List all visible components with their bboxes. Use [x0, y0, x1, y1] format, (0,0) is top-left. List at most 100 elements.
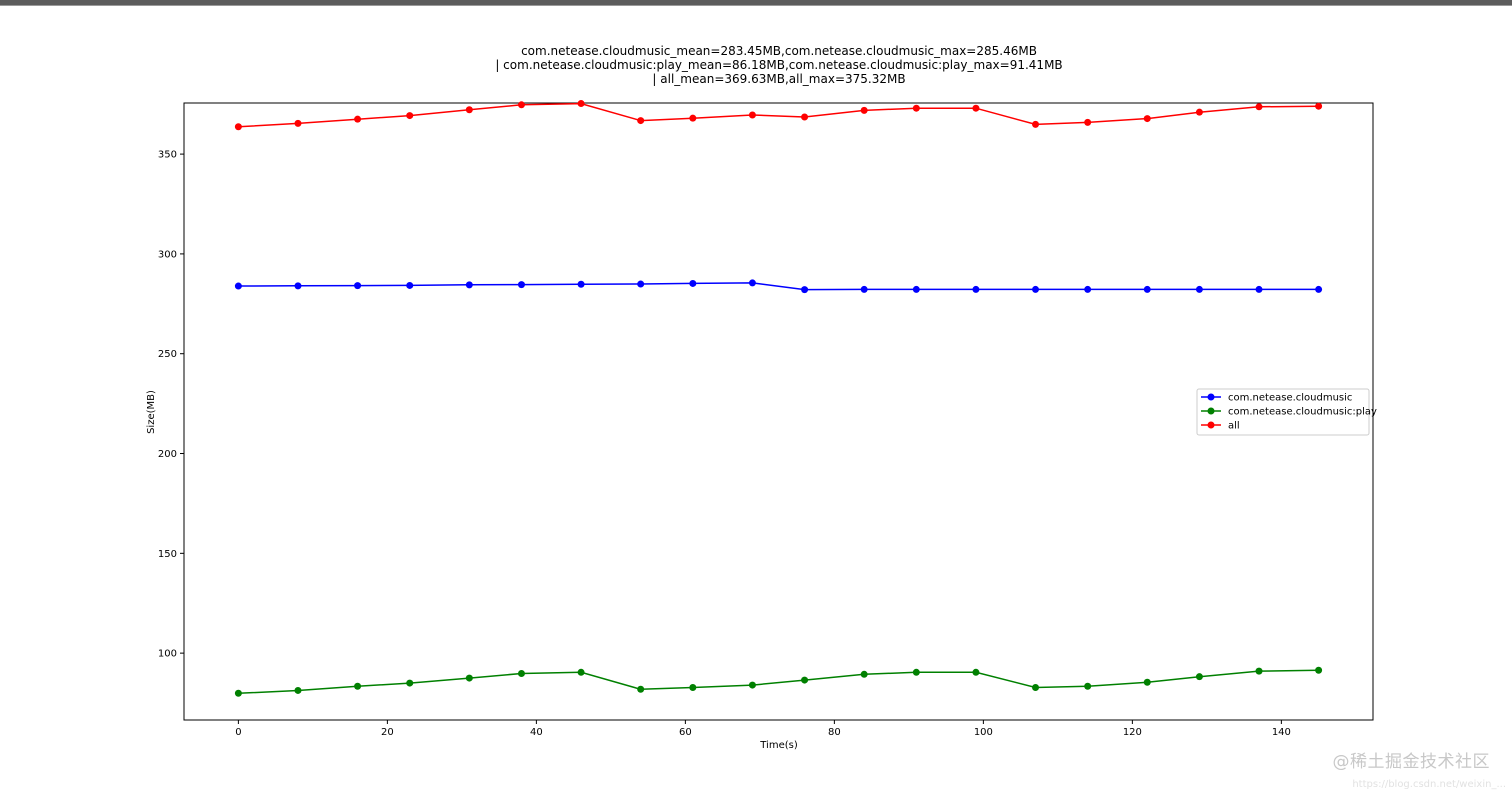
data-point	[1084, 285, 1092, 293]
data-point	[912, 285, 920, 293]
data-point	[294, 119, 302, 127]
watermark-url: https://blog.csdn.net/weixin_...	[1352, 779, 1506, 790]
series-2	[234, 100, 1323, 131]
data-point	[972, 668, 980, 676]
x-tick-label: 100	[974, 727, 993, 738]
data-point	[801, 286, 809, 294]
data-point	[1315, 666, 1323, 674]
data-point	[354, 115, 362, 123]
data-point	[577, 280, 585, 288]
data-point	[801, 113, 809, 121]
legend-label: all	[1228, 421, 1240, 432]
data-point	[234, 689, 242, 697]
plot-area-frame	[183, 102, 1374, 721]
y-tick-label: 250	[158, 349, 177, 360]
legend-box	[1196, 388, 1370, 436]
y-tick-label: 200	[158, 449, 177, 460]
data-point	[294, 686, 302, 694]
y-tick-label: 150	[158, 549, 177, 560]
legend-label: com.netease.cloudmusic	[1228, 393, 1352, 404]
x-tick-label: 140	[1272, 727, 1291, 738]
legend: com.netease.cloudmusic com.netease.cloudm…	[1196, 388, 1377, 436]
watermark-text: @稀土掘金技术社区	[1332, 752, 1490, 772]
legend-label: com.netease.cloudmusic:play	[1228, 407, 1377, 418]
series-line	[238, 102, 1319, 128]
data-point	[689, 279, 697, 287]
data-point	[801, 676, 809, 684]
data-point	[637, 685, 645, 693]
data-point	[234, 123, 242, 131]
data-point	[517, 669, 525, 677]
data-point	[637, 280, 645, 288]
data-point	[689, 683, 697, 691]
data-point	[577, 100, 585, 108]
series-line	[238, 669, 1319, 695]
data-point	[354, 682, 362, 690]
data-point	[354, 282, 362, 290]
x-tick-label: 60	[679, 727, 692, 738]
data-point	[577, 668, 585, 676]
y-tick-label: 300	[158, 249, 177, 260]
x-tick-label: 120	[1123, 727, 1142, 738]
data-point	[1143, 115, 1151, 123]
data-point	[1084, 118, 1092, 126]
data-point	[1255, 285, 1263, 293]
data-point	[689, 114, 697, 122]
legend-swatch-marker	[1207, 421, 1215, 429]
data-point	[517, 281, 525, 289]
data-point	[748, 681, 756, 689]
data-point	[234, 282, 242, 290]
y-tick-label: 350	[158, 150, 177, 161]
legend-swatch-marker	[1207, 393, 1215, 401]
x-axis-ticks: 0 20 40 60 80 100 120 140	[235, 720, 1291, 738]
data-point	[1195, 285, 1203, 293]
y-axis-ticks: 100 150 200 250 300 350	[158, 150, 184, 660]
data-point	[860, 285, 868, 293]
data-point	[1255, 667, 1263, 675]
data-point	[860, 670, 868, 678]
data-point	[1084, 682, 1092, 690]
series-group	[234, 100, 1323, 697]
window-top-bar	[0, 0, 1512, 6]
title-line-2: | com.netease.cloudmusic:play_mean=86.18…	[495, 58, 1062, 72]
data-point	[1032, 120, 1040, 128]
legend-entry: all	[1201, 421, 1240, 432]
title-line-1: com.netease.cloudmusic_mean=283.45MB,com…	[521, 44, 1037, 58]
data-point	[1315, 285, 1323, 293]
series-line	[238, 282, 1319, 291]
data-point	[637, 117, 645, 125]
data-point	[1195, 673, 1203, 681]
data-point	[294, 282, 302, 290]
y-axis-label: Size(MB)	[146, 390, 157, 434]
data-point	[860, 106, 868, 114]
data-point	[1032, 285, 1040, 293]
legend-entry: com.netease.cloudmusic	[1201, 393, 1352, 404]
data-point	[1032, 683, 1040, 691]
data-point	[1143, 678, 1151, 686]
x-tick-label: 40	[530, 727, 543, 738]
data-point	[1143, 285, 1151, 293]
data-point	[912, 104, 920, 112]
data-point	[1255, 103, 1263, 111]
data-point	[1195, 108, 1203, 116]
data-point	[912, 668, 920, 676]
chart-title: com.netease.cloudmusic_mean=283.45MB,com…	[495, 44, 1062, 86]
x-tick-label: 20	[381, 727, 394, 738]
data-point	[517, 101, 525, 109]
data-point	[406, 281, 414, 289]
data-point	[406, 679, 414, 687]
x-tick-label: 80	[828, 727, 841, 738]
series-1	[234, 666, 1323, 697]
data-point	[748, 279, 756, 287]
data-point	[972, 285, 980, 293]
data-point	[406, 112, 414, 120]
x-tick-label: 0	[235, 727, 241, 738]
data-point	[1315, 102, 1323, 110]
series-0	[234, 279, 1323, 294]
data-point	[972, 104, 980, 112]
data-point	[748, 111, 756, 119]
title-line-3: | all_mean=369.63MB,all_max=375.32MB	[652, 72, 905, 86]
data-point	[465, 106, 473, 114]
legend-swatch-marker	[1207, 407, 1215, 415]
